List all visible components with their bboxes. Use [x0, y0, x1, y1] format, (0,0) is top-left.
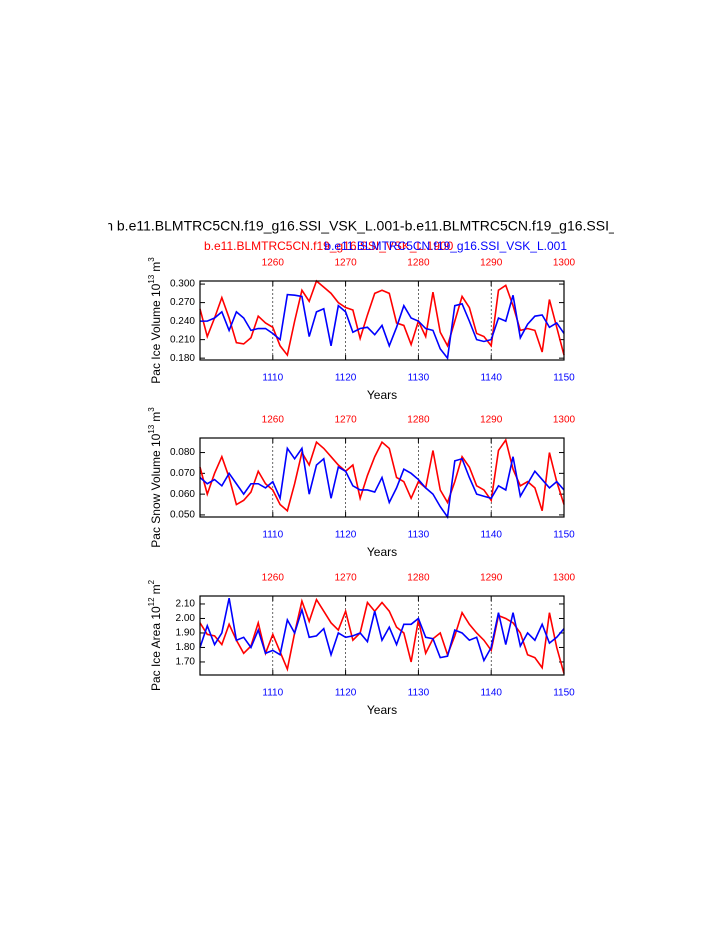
y-axis-label-text: Pac Ice Area 10 [149, 606, 163, 691]
y-tick-label: 0.070 [170, 468, 195, 479]
y-axis-label-unit: m [149, 262, 163, 272]
series-line [199, 279, 565, 357]
x-tick-label: 1140 [480, 688, 502, 699]
x-tick-label: 1110 [262, 688, 283, 699]
x2-tick-label: 1260 [262, 573, 285, 584]
x-axis-label: Years [367, 545, 397, 559]
y-tick-label: 0.180 [170, 353, 195, 364]
y-axis-label: Pac Ice Volume 1013 m3 [147, 257, 163, 384]
x2-tick-label: 1280 [407, 415, 430, 426]
x-tick-label: 1150 [553, 530, 575, 541]
x-tick-label: 1130 [408, 373, 430, 384]
y-axis-label-unit-exp: 2 [147, 579, 156, 584]
x2-tick-label: 1280 [407, 258, 430, 269]
x2-tick-label: 1290 [480, 415, 503, 426]
series-line [199, 597, 565, 674]
y-axis-label-unit: m [149, 412, 163, 422]
x2-tick-label: 1290 [480, 258, 503, 269]
plot-frame [199, 280, 565, 361]
x2-tick-label: 1260 [262, 258, 285, 269]
x-tick-label: 1110 [262, 530, 283, 541]
y-axis-label-text: Pac Ice Volume 10 [149, 283, 163, 383]
x-tick-label: 1140 [480, 530, 502, 541]
x-tick-label: 1130 [408, 530, 430, 541]
y-tick-label: 0.300 [170, 279, 195, 290]
series-line [199, 598, 565, 663]
x2-tick-label: 1270 [334, 573, 357, 584]
y-axis-label-unit: m [149, 584, 163, 594]
y-axis-label-unit-exp: 3 [147, 407, 156, 412]
x2-tick-label: 1270 [334, 415, 357, 426]
x-tick-label: 1120 [335, 530, 357, 541]
x-tick-label: 1110 [262, 373, 283, 384]
y-tick-label: 1.70 [176, 657, 196, 668]
y-tick-label: 1.80 [176, 642, 196, 653]
y-tick-label: 1.90 [176, 628, 196, 639]
legend-label: b.e11.BLMTRC5CN.f19_g16.SSI_VSK_L.001 [324, 239, 567, 253]
x-axis-label: Years [367, 703, 397, 717]
y-axis-label-unit-exp: 3 [147, 257, 156, 262]
legend-label: b.e11.BLMTRC5CN.f19_g16.SSI_VSK_L.1900 [204, 239, 454, 253]
x-tick-label: 1150 [553, 688, 575, 699]
x2-tick-label: 1270 [334, 258, 357, 269]
x2-tick-label: 1300 [553, 573, 576, 584]
x2-tick-label: 1260 [262, 415, 285, 426]
y-axis-label: Pac Ice Area 1012 m2 [147, 579, 163, 691]
y-tick-label: 0.080 [170, 447, 195, 458]
y-axis-label-exp: 12 [147, 597, 156, 606]
x2-tick-label: 1300 [553, 258, 576, 269]
y-tick-label: 2.00 [176, 613, 196, 624]
chart-title: n b.e11.BLMTRC5CN.f19_g16.SSI_VSK_L.001-… [105, 218, 617, 234]
x-tick-label: 1120 [335, 373, 357, 384]
x-tick-label: 1130 [408, 688, 430, 699]
y-tick-label: 0.050 [170, 510, 195, 521]
x-tick-label: 1150 [553, 373, 575, 384]
x-tick-label: 1120 [335, 688, 357, 699]
y-axis-label-text: Pac Snow Volume 10 [149, 433, 163, 547]
y-axis-label-exp: 13 [147, 274, 156, 283]
x2-tick-label: 1290 [480, 573, 503, 584]
series-line [199, 438, 565, 513]
series-line [200, 293, 565, 361]
series-line [199, 446, 565, 520]
y-tick-label: 0.210 [170, 334, 195, 345]
x-axis-label: Years [367, 388, 397, 402]
x-tick-label: 1140 [480, 373, 502, 384]
y-tick-label: 0.270 [170, 297, 195, 308]
plot-frame [199, 437, 565, 518]
x2-tick-label: 1280 [407, 573, 430, 584]
y-tick-label: 2.10 [176, 599, 196, 610]
y-axis-label-exp: 13 [147, 424, 156, 433]
plot-frame [199, 595, 565, 676]
y-tick-label: 0.060 [170, 489, 195, 500]
x2-tick-label: 1300 [553, 415, 576, 426]
y-tick-label: 0.240 [170, 316, 195, 327]
y-axis-label: Pac Snow Volume 1013 m3 [147, 407, 163, 548]
